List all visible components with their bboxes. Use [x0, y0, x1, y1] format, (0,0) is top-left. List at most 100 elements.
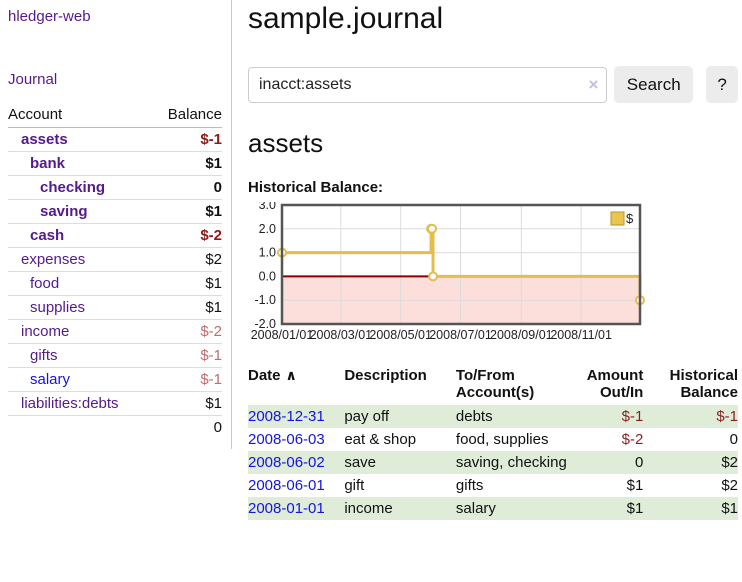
account-balance: $1 [151, 295, 222, 320]
accounts-balance-table: Account Balance assets $-1 bank $1 check… [8, 104, 222, 439]
transaction-accounts: food, supplies [455, 431, 549, 448]
transaction-date-link[interactable]: 2008-06-02 [248, 454, 325, 471]
page-title: sample.journal [248, 2, 444, 35]
search-button[interactable]: Search [614, 66, 694, 103]
transaction-balance: $2 [643, 451, 738, 474]
search-input[interactable] [248, 66, 608, 103]
transaction-description: save [344, 451, 456, 474]
account-balance: $-1 [151, 343, 222, 368]
description-column-header: Description [344, 367, 427, 384]
register-header-row: Date ∧ Description To/From Account(s) Amo… [248, 365, 738, 405]
account-balance: $1 [151, 391, 222, 416]
transaction-date-link[interactable]: 2008-06-03 [248, 431, 325, 448]
account-row: saving $1 [8, 199, 222, 224]
transaction-amount: 0 [567, 451, 644, 474]
chart-title: Historical Balance: [248, 179, 384, 196]
account-link[interactable]: gifts [30, 347, 58, 364]
account-balance: $1 [151, 271, 222, 296]
sort-asc-icon: ∧ [285, 367, 297, 383]
register-row: 2008-01-01 income salary $1 $1 [248, 497, 738, 520]
account-row: gifts $-1 [8, 343, 222, 368]
data-point-marker [428, 271, 439, 282]
transaction-accounts: gifts [455, 477, 484, 494]
transaction-description: pay off [344, 405, 456, 428]
transaction-balance: $2 [721, 477, 738, 494]
account-link[interactable]: salary [30, 371, 71, 388]
transaction-accounts: salary [455, 497, 568, 520]
account-balance: $-2 [151, 319, 222, 344]
x-tick-label: 2008/01/01 [251, 328, 314, 342]
account-row: bank $1 [8, 151, 222, 176]
account-heading: assets [248, 128, 324, 158]
y-tick-label: 1.0 [259, 246, 276, 260]
account-row: cash $-2 [8, 223, 222, 248]
x-tick-label: 2008/07/01 [429, 328, 492, 342]
account-link[interactable]: assets [21, 131, 68, 148]
account-link[interactable]: expenses [21, 251, 86, 268]
account-row: expenses $2 [8, 247, 222, 272]
account-balance: 0 [151, 175, 222, 200]
register-table: Date ∧ Description To/From Account(s) Amo… [248, 365, 738, 520]
transaction-balance: 0 [729, 431, 738, 448]
account-link[interactable]: supplies [30, 299, 86, 316]
transaction-amount: $-1 [567, 405, 644, 428]
account-row: liabilities:debts $1 [8, 391, 222, 416]
account-balance: $-1 [151, 367, 222, 392]
account-link[interactable]: cash [30, 227, 65, 244]
amount-column-header: Amount Out/In [586, 367, 644, 401]
help-button[interactable]: ? [706, 66, 738, 103]
account-row: checking 0 [8, 175, 222, 200]
account-row: income $-2 [8, 319, 222, 344]
account-link[interactable]: bank [30, 155, 66, 172]
account-balance: $-2 [151, 223, 222, 248]
x-tick-label: 2008/05/01 [369, 328, 432, 342]
date-column-header[interactable]: Date ∧ [248, 367, 297, 384]
main-content: sample.journal × Search ? assets Histori… [232, 0, 742, 582]
account-link[interactable]: income [21, 323, 70, 340]
account-link[interactable]: checking [40, 179, 106, 196]
y-tick-label: 2.0 [259, 222, 276, 236]
y-tick-label: -2.0 [254, 317, 276, 331]
accounts-column-header: To/From Account(s) [455, 367, 535, 401]
register-row: 2008-06-02 save saving, checking 0 $2 [248, 451, 738, 474]
account-row: food $1 [8, 271, 222, 296]
transaction-date-link[interactable]: 2008-06-01 [248, 477, 325, 494]
register-row: 2008-12-31 pay off debts $-1 $-1 [248, 405, 738, 428]
x-tick-label: 2008/03/01 [310, 328, 373, 342]
legend-swatch-icon [610, 211, 625, 226]
sidebar-item-journal[interactable]: Journal [8, 71, 58, 88]
data-point-marker [427, 223, 438, 234]
transaction-amount: $-2 [621, 431, 644, 448]
transaction-accounts: saving, checking [455, 451, 568, 474]
transaction-accounts: debts [455, 405, 568, 428]
transaction-description: income [344, 497, 456, 520]
accounts-total-balance: 0 [151, 415, 222, 439]
transaction-balance: $1 [643, 497, 738, 520]
account-row: assets $-1 [8, 127, 222, 152]
clear-search-icon[interactable]: × [588, 74, 599, 94]
register-row: 2008-06-03 eat & shop food, supplies $-2… [248, 428, 738, 451]
accounts-total-row: 0 [8, 415, 222, 439]
account-link[interactable]: saving [40, 203, 88, 220]
account-link[interactable]: food [30, 275, 60, 292]
transaction-date-link[interactable]: 2008-12-31 [248, 408, 325, 425]
account-balance: $2 [151, 247, 222, 272]
x-tick-label: 2008/11/01 [550, 328, 612, 342]
accounts-col-header: Account [8, 104, 152, 128]
transaction-date-link[interactable]: 2008-01-01 [248, 500, 325, 517]
y-tick-label: 0.0 [259, 269, 276, 283]
account-link[interactable]: liabilities:debts [21, 395, 119, 412]
plot-border [280, 203, 642, 326]
y-tick-label: -1.0 [254, 293, 276, 307]
transaction-amount: $1 [626, 477, 644, 494]
account-balance: $1 [151, 199, 222, 224]
transaction-description: gift [344, 477, 365, 494]
app-brand-link[interactable]: hledger-web [8, 8, 91, 25]
search-form: × Search ? [248, 66, 738, 103]
register-row: 2008-06-01 gift gifts $1 $2 [248, 474, 738, 497]
transaction-balance: $-1 [643, 405, 738, 428]
transaction-amount: $1 [567, 497, 644, 520]
transaction-description: eat & shop [344, 431, 417, 448]
account-row: salary $-1 [8, 367, 222, 392]
legend-label: $ [626, 211, 634, 226]
